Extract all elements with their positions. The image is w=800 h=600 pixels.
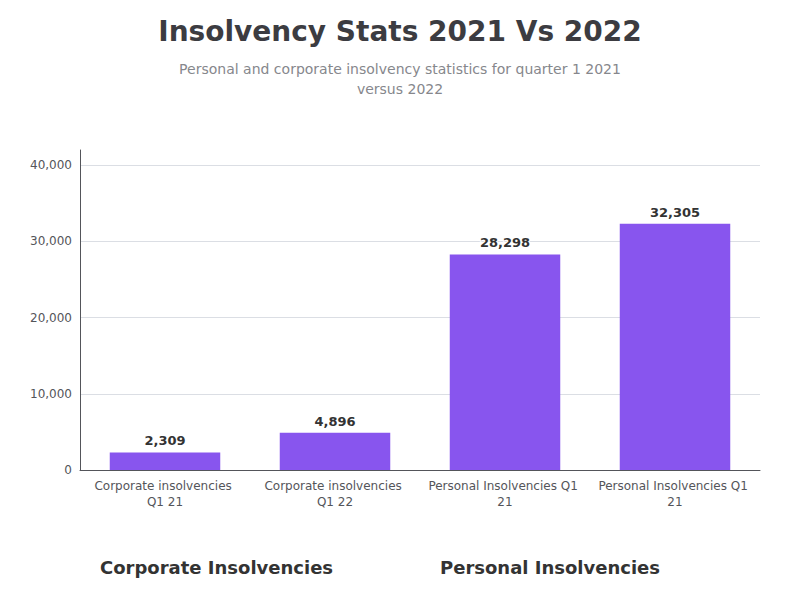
svg-text:4,896: 4,896 — [314, 414, 355, 429]
svg-text:32,305: 32,305 — [650, 205, 700, 220]
svg-text:21: 21 — [497, 495, 512, 509]
svg-text:Personal Insolvencies Q1: Personal Insolvencies Q1 — [598, 479, 751, 493]
svg-text:40,000: 40,000 — [30, 158, 72, 172]
svg-text:Q1 22: Q1 22 — [317, 495, 353, 509]
svg-text:Corporate insolvencies: Corporate insolvencies — [264, 479, 405, 493]
svg-text:Insolvency Stats 2021 Vs 2022: Insolvency Stats 2021 Vs 2022 — [158, 15, 642, 48]
svg-text:Personal Insolvencies Q1: Personal Insolvencies Q1 — [428, 479, 581, 493]
svg-text:0: 0 — [64, 463, 72, 477]
svg-text:28,298: 28,298 — [480, 235, 530, 250]
svg-text:21: 21 — [667, 495, 682, 509]
svg-text:Personal and corporate insolve: Personal and corporate insolvency statis… — [179, 61, 621, 77]
svg-text:Corporate insolvencies: Corporate insolvencies — [94, 479, 235, 493]
svg-text:Personal Insolvencies: Personal Insolvencies — [440, 557, 660, 578]
svg-text:Q1 21: Q1 21 — [147, 495, 183, 509]
svg-text:30,000: 30,000 — [30, 234, 72, 248]
svg-text:2,309: 2,309 — [144, 433, 185, 448]
svg-text:20,000: 20,000 — [30, 311, 72, 325]
svg-text:versus 2022: versus 2022 — [357, 81, 443, 97]
svg-text:10,000: 10,000 — [30, 387, 72, 401]
svg-text:Corporate Insolvencies: Corporate Insolvencies — [100, 557, 333, 578]
